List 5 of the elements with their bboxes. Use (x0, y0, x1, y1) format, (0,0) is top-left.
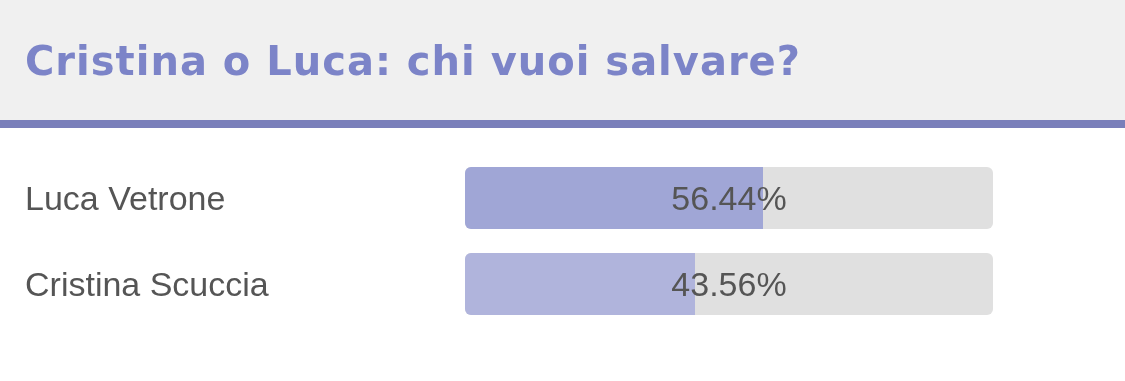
chart-title: Cristina o Luca: chi vuoi salvare? (25, 38, 801, 84)
data-label: 56.44% (671, 179, 787, 217)
y-tick-label: Cristina Scuccia (25, 265, 269, 303)
data-label: 43.56% (671, 265, 787, 303)
y-tick-label: Luca Vetrone (25, 179, 226, 217)
